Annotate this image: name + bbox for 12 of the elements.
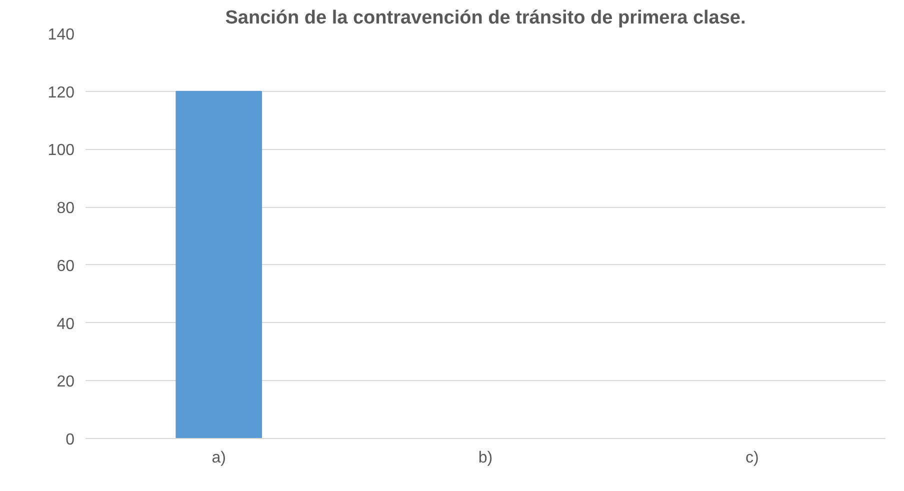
y-tick-label: 20 xyxy=(56,374,75,391)
y-tick-label: 40 xyxy=(56,316,75,333)
x-tick-label: c) xyxy=(746,450,759,466)
x-tick-label: b) xyxy=(478,450,493,466)
y-tick-label: 140 xyxy=(48,26,75,44)
y-tick-label: 80 xyxy=(56,200,75,218)
chart-title: Sanción de la contravención de tránsito de primera clase. xyxy=(225,8,746,28)
y-tick-label: 60 xyxy=(56,258,75,275)
y-tick-label: 120 xyxy=(48,84,75,102)
y-tick-label: 0 xyxy=(66,432,75,448)
x-tick-label: a) xyxy=(212,450,226,466)
y-tick-label: 100 xyxy=(48,142,75,160)
